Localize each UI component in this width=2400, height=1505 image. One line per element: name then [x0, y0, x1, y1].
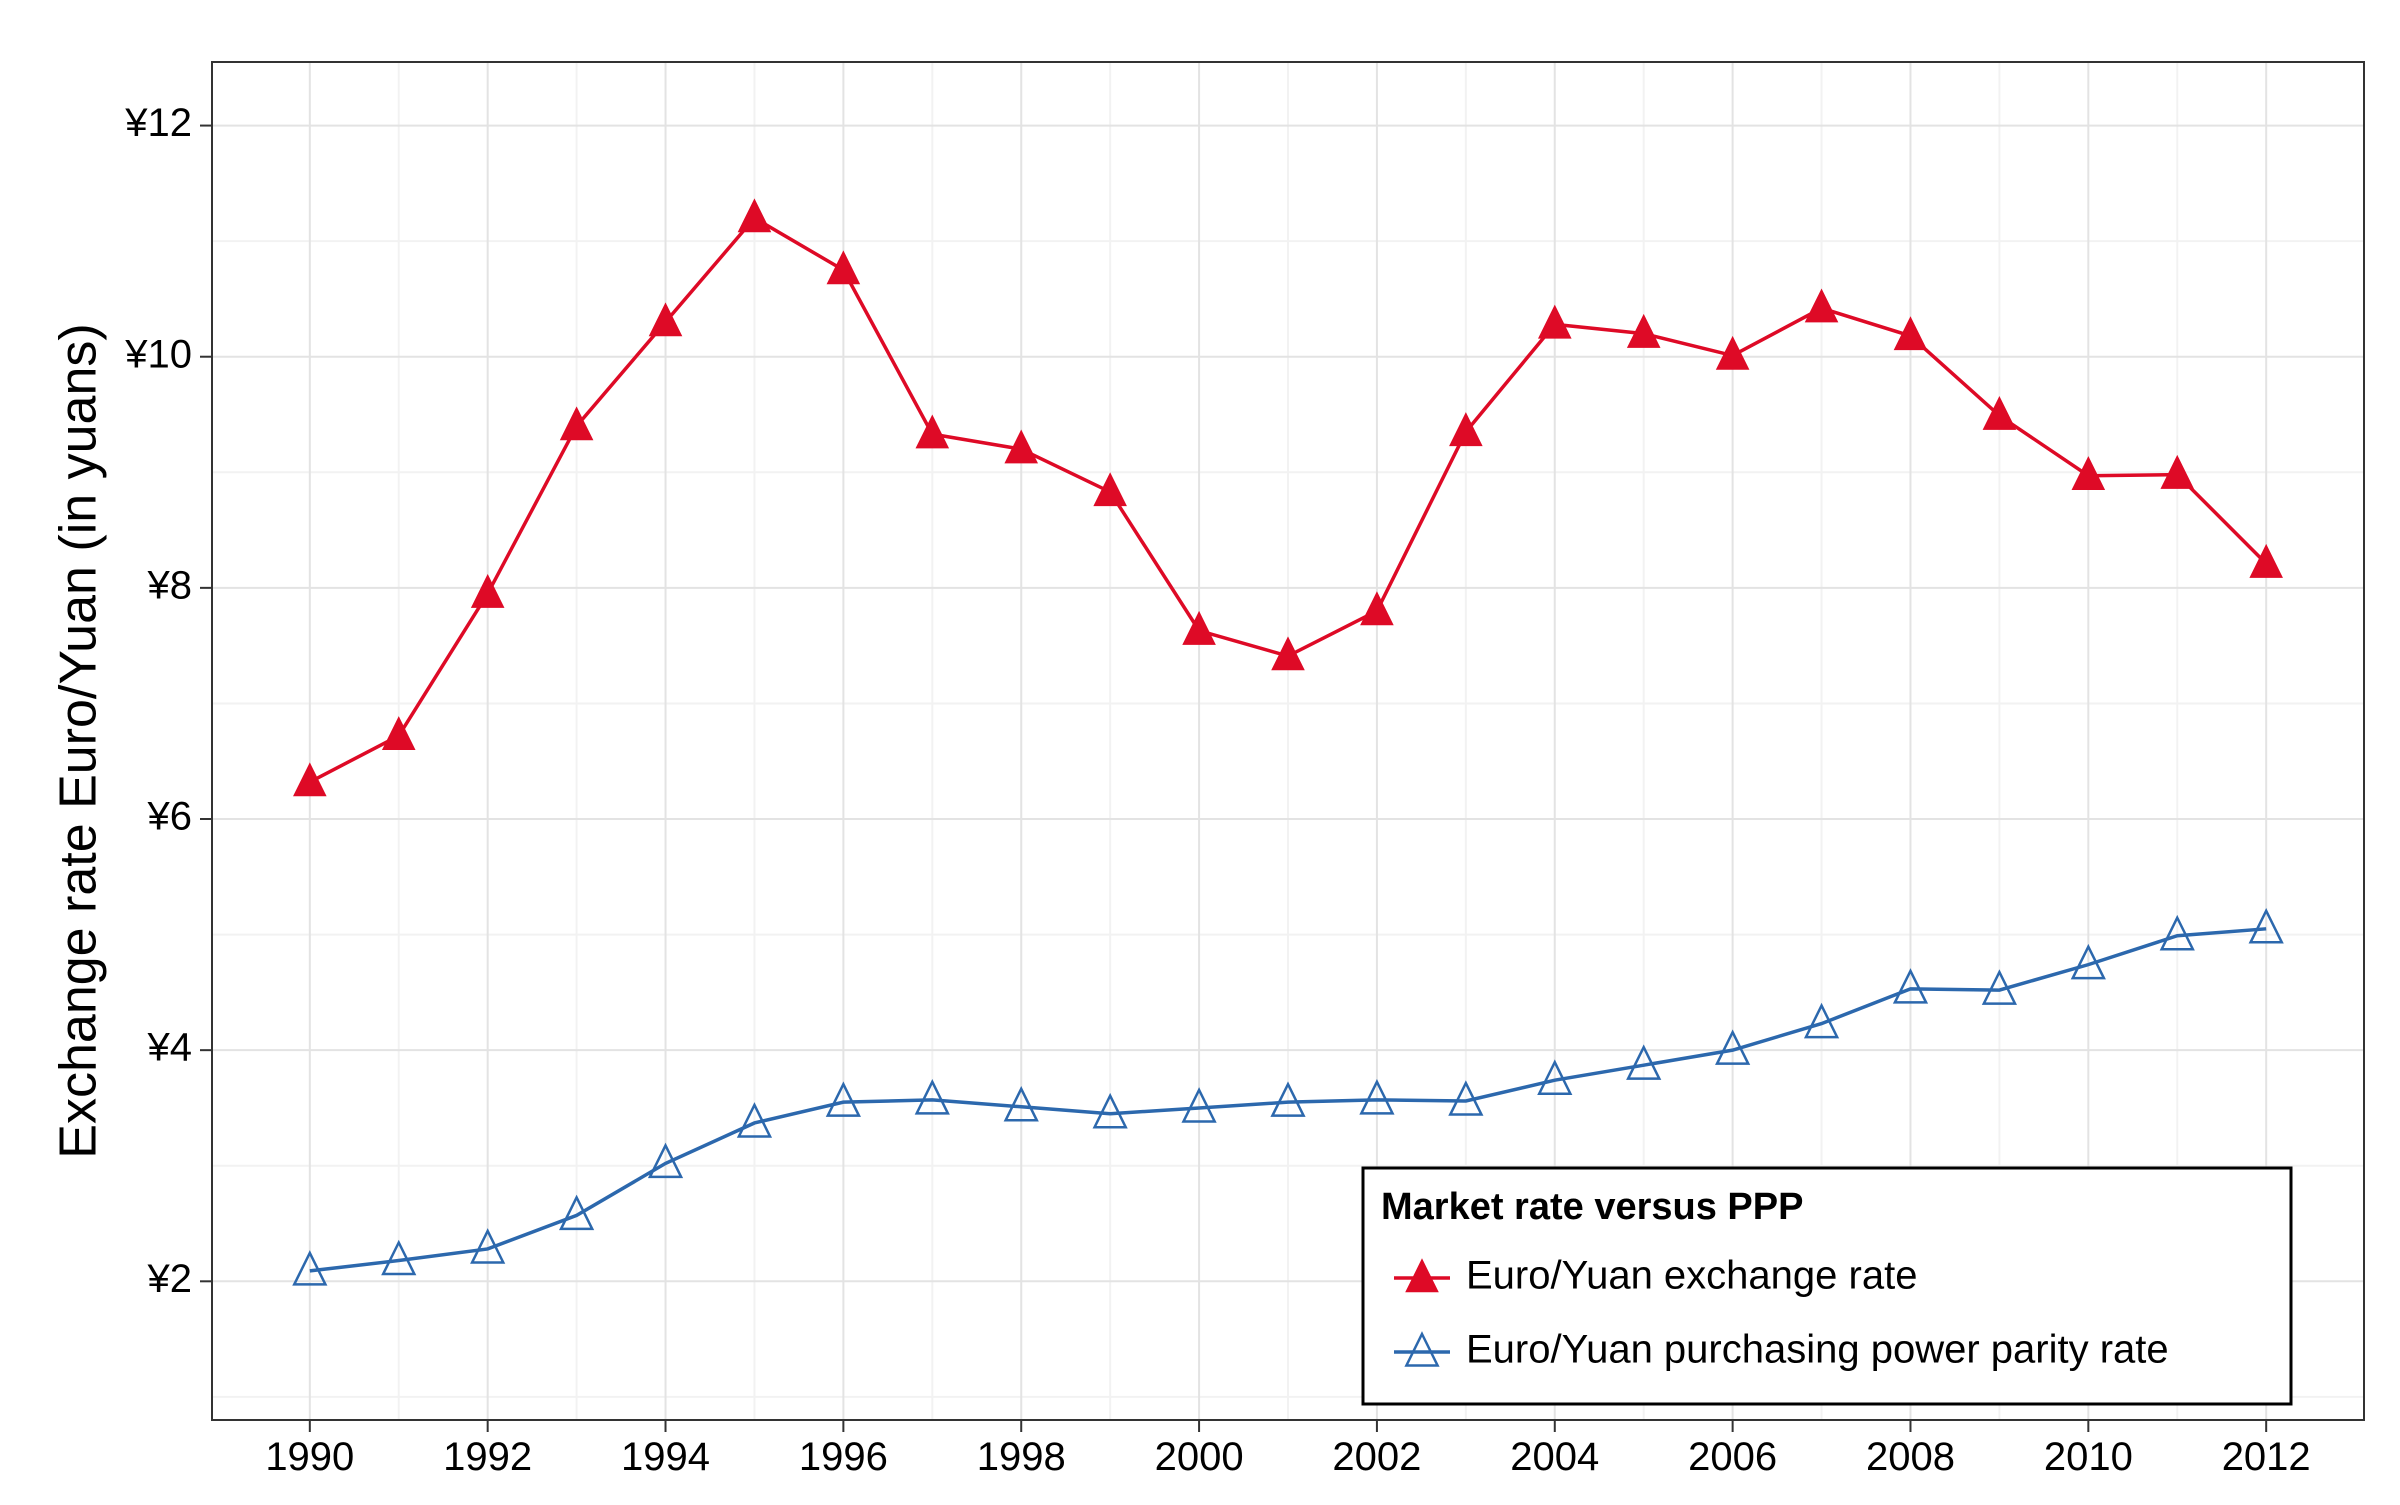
data-point: [1270, 1081, 1306, 1117]
data-point: [1982, 395, 2017, 430]
data-point: [1448, 1080, 1484, 1116]
data-point: [1981, 969, 2018, 1005]
x-tick-label: 2006: [1688, 1435, 1777, 1479]
data-point: [914, 1079, 950, 1115]
data-point: [293, 762, 327, 797]
y-axis-label: Exchange rate Euro/Yuan (in yuans): [50, 323, 108, 1158]
x-tick-label: 1990: [265, 1435, 354, 1479]
data-point: [1359, 1079, 1395, 1115]
data-point: [736, 1102, 773, 1138]
x-tick-label: 1996: [799, 1435, 888, 1479]
data-point: [1537, 304, 1572, 339]
y-tick-label: ¥6: [147, 795, 193, 839]
data-point: [470, 573, 505, 608]
y-tick-label: ¥10: [124, 332, 192, 376]
y-tick-label: ¥2: [147, 1257, 193, 1301]
legend-swatch-marker: [1405, 1258, 1439, 1293]
legend-items: Euro/Yuan exchange rate Euro/Yuan purchas…: [1394, 1254, 2169, 1372]
plot-panel-border: [211, 61, 2365, 1421]
data-point: [1893, 316, 1928, 351]
data-point: [1004, 429, 1039, 464]
legend-item-2: Euro/Yuan purchasing power parity rate: [1394, 1328, 2169, 1372]
series-line: [309, 927, 2267, 1273]
x-tick-label: 1998: [977, 1435, 1066, 1479]
data-point: [1626, 1044, 1662, 1080]
legend-label: Euro/Yuan purchasing power parity rate: [1466, 1328, 2169, 1372]
data-point: [647, 1142, 684, 1179]
y-tick-label: ¥12: [124, 101, 192, 145]
data-point: [1626, 313, 1661, 348]
data-point: [1182, 610, 1216, 645]
y-tick-label: ¥8: [147, 563, 193, 607]
data-point: [915, 414, 950, 449]
legend-box: [1361, 1166, 2293, 1406]
data-point: [381, 716, 416, 751]
x-tick-label: 1994: [621, 1435, 710, 1479]
series: [292, 198, 2284, 1286]
data-point: [381, 1239, 417, 1276]
x-tick-label: 2010: [2044, 1435, 2133, 1479]
data-point: [1181, 1087, 1217, 1123]
data-point: [292, 1250, 328, 1286]
data-point: [825, 1081, 861, 1117]
data-point: [1360, 591, 1394, 626]
x-tick-label: 2002: [1332, 1435, 1421, 1479]
axes: ¥2 ¥4 ¥6 ¥8 ¥10 ¥12 1990 1992 1994 1996 1998 2000 20…: [124, 101, 2310, 1479]
legend-swatch-marker: [1404, 1331, 1440, 1367]
legend: Market rate versus PPP Euro/Yuan exchang…: [1361, 1166, 2293, 1406]
data-point: [826, 250, 861, 285]
data-point: [648, 302, 683, 337]
data-point: [1892, 968, 1929, 1004]
data-point: [1537, 1059, 1573, 1095]
data-point: [2160, 454, 2195, 489]
data-point: [559, 406, 594, 441]
data-point: [2248, 907, 2284, 944]
data-point: [1271, 636, 1305, 671]
data-point: [1092, 1092, 1128, 1129]
x-tick-label: 1992: [443, 1435, 532, 1479]
series-1: [293, 198, 2283, 797]
data-point: [1449, 412, 1483, 447]
data-point: [1093, 472, 1127, 507]
data-point: [1803, 1002, 1840, 1039]
series-2: [292, 907, 2284, 1286]
data-point: [558, 1194, 595, 1231]
x-tick-label: 2012: [2222, 1435, 2311, 1479]
y-tick-label: ¥4: [147, 1026, 193, 1070]
legend-label: Euro/Yuan exchange rate: [1466, 1254, 1917, 1298]
data-point: [2070, 943, 2106, 980]
data-point: [1715, 1029, 1751, 1065]
data-point: [1715, 335, 1750, 370]
data-point: [737, 198, 772, 233]
x-tick-label: 2004: [1510, 1435, 1599, 1479]
legend-item-1: Euro/Yuan exchange rate: [1394, 1254, 1917, 1298]
data-point: [2071, 456, 2106, 491]
data-point: [1804, 288, 1839, 323]
data-point: [470, 1228, 506, 1264]
data-point: [2249, 543, 2283, 578]
legend-title: Market rate versus PPP: [1381, 1186, 1803, 1228]
x-tick-label: 2000: [1155, 1435, 1244, 1479]
x-tick-label: 2008: [1866, 1435, 1955, 1479]
data-point: [2159, 914, 2195, 951]
data-point: [1003, 1085, 1039, 1122]
